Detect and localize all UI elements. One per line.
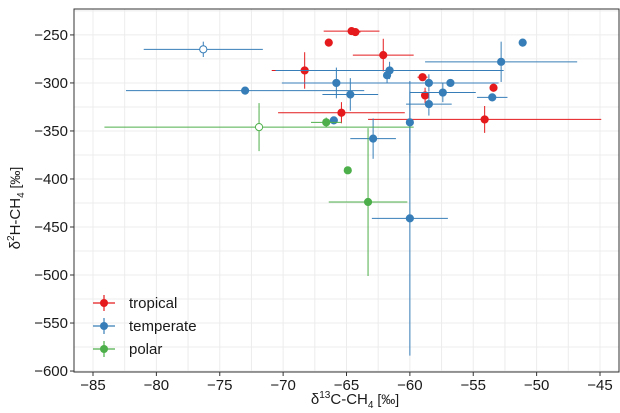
x-tick-label: −85 xyxy=(80,377,105,394)
y-label-part-1: δ xyxy=(7,241,24,249)
tropical-data-point xyxy=(489,83,498,92)
legend-polar-label: polar xyxy=(129,341,162,358)
x-tick-label: −75 xyxy=(207,377,232,394)
temperate-data-point xyxy=(329,116,338,125)
temperate-data-point xyxy=(497,57,506,66)
data-points xyxy=(104,26,602,356)
x-tick-label: −60 xyxy=(397,377,422,394)
series-temperate xyxy=(125,38,578,356)
legend-item-temperate: temperate xyxy=(93,318,197,335)
y-label-part-2: H-CH xyxy=(7,198,24,236)
temperate-data-point xyxy=(424,99,433,109)
x-label-part-2: C-CH xyxy=(330,391,368,408)
x-tick-label: −45 xyxy=(587,377,612,394)
y-tick-label: −300 xyxy=(34,75,68,92)
y-label-superscript: 2 xyxy=(6,235,17,241)
y-tick-label: −600 xyxy=(34,363,68,380)
legend-item-polar: polar xyxy=(93,341,162,358)
x-tick-label: −70 xyxy=(270,377,295,394)
polar-data-point xyxy=(254,123,264,132)
axis-ticks: −85 −80 −75 −70 −65 −60 −55 −50 −45 −250 −300 −350 −… xyxy=(34,27,613,394)
x-tick-label: −55 xyxy=(461,377,486,394)
x-tick-label: −65 xyxy=(334,377,359,394)
temperate-data-point xyxy=(518,38,527,47)
polar-data-point xyxy=(343,166,352,175)
x-tick-label: −80 xyxy=(144,377,169,394)
tropical-data-point xyxy=(379,50,388,60)
y-tick-label: −350 xyxy=(34,123,68,140)
temperate-data-point xyxy=(488,93,497,102)
temperate-data-point xyxy=(332,78,341,88)
grid xyxy=(74,9,619,372)
series-polar xyxy=(104,103,414,276)
y-label-unit: [‰] xyxy=(7,167,23,193)
temperate-data-point xyxy=(385,66,394,75)
y-tick-label: −500 xyxy=(34,267,68,284)
temperate-data-point xyxy=(241,86,250,95)
legend-polar-marker xyxy=(100,345,108,353)
series-tropical xyxy=(271,26,602,133)
tropical-data-point xyxy=(337,108,346,117)
y-tick-label: −550 xyxy=(34,315,68,332)
y-tick-label: −250 xyxy=(34,27,68,44)
x-label-part-1: δ xyxy=(311,391,319,408)
y-axis-label: δ2H-CH4 [‰] xyxy=(6,167,27,250)
tropical-data-point xyxy=(351,27,360,37)
temperate-data-point xyxy=(199,45,208,54)
temperate-data-point xyxy=(446,78,455,88)
legend: tropical temperate polar xyxy=(93,295,197,358)
legend-tropical-marker xyxy=(100,299,108,307)
x-label-unit: [‰] xyxy=(373,391,399,407)
y-tick-label: −450 xyxy=(34,219,68,236)
tropical-data-point xyxy=(324,38,333,47)
legend-temperate-marker xyxy=(100,322,108,330)
polar-data-point xyxy=(322,118,331,127)
y-label-subscript: 4 xyxy=(16,192,27,198)
tropical-data-point xyxy=(480,115,489,124)
x-label-superscript: 13 xyxy=(319,390,331,401)
polar-data-point xyxy=(363,197,373,207)
y-tick-label: −400 xyxy=(34,171,68,188)
temperate-data-point xyxy=(369,134,378,143)
x-label-subscript: 4 xyxy=(368,400,374,411)
temperate-data-point xyxy=(405,214,414,223)
legend-temperate-label: temperate xyxy=(129,318,197,335)
tropical-data-point xyxy=(418,73,427,82)
x-axis-label: δ13C-CH4 [‰] xyxy=(311,390,399,411)
temperate-data-point xyxy=(438,88,447,97)
temperate-data-point xyxy=(346,90,355,99)
legend-tropical-label: tropical xyxy=(129,295,177,312)
x-tick-label: −50 xyxy=(524,377,549,394)
legend-item-tropical: tropical xyxy=(93,295,177,312)
